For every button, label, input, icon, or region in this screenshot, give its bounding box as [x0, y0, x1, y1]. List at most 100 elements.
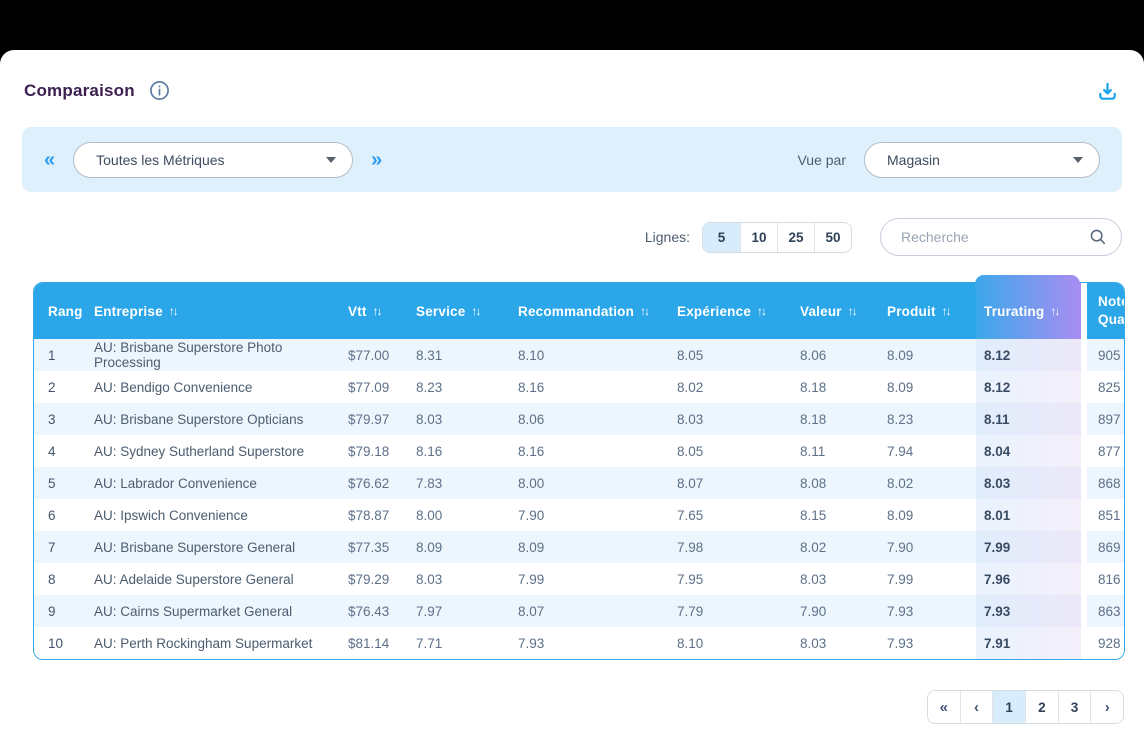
column-gap-strip: [1081, 627, 1087, 659]
column-header-service[interactable]: Service ↑↓: [416, 283, 518, 339]
cell-service: 8.31: [416, 347, 443, 363]
cell-entreprise: AU: Labrador Convenience: [94, 475, 257, 491]
sort-icon[interactable]: ↑↓: [471, 304, 481, 318]
pagination-next[interactable]: ›: [1090, 691, 1123, 723]
column-header-vtt[interactable]: Vtt ↑↓: [348, 283, 416, 339]
column-header-note: Note Qua: [1087, 283, 1125, 339]
cell-valeur: 8.11: [800, 443, 826, 459]
column-header-produit[interactable]: Produit ↑↓: [887, 283, 976, 339]
column-label: Recommandation: [518, 303, 635, 319]
cell-recommandation: 8.06: [518, 411, 545, 427]
cell-valeur: 8.03: [800, 571, 827, 587]
cell-rang: 3: [48, 411, 56, 427]
cell-vtt: $79.18: [348, 443, 390, 459]
cell-recommandation: 7.99: [518, 571, 545, 587]
column-gap-strip: [1081, 339, 1087, 371]
cell-entreprise: AU: Brisbane Superstore Photo Processing: [94, 340, 283, 370]
cell-valeur: 8.03: [800, 635, 827, 651]
rows-option-10[interactable]: 10: [740, 222, 777, 252]
collapse-metrics-chevrons-icon[interactable]: «: [44, 148, 56, 171]
column-header-valeur[interactable]: Valeur ↑↓: [800, 283, 887, 339]
cell-note: 928: [1098, 635, 1121, 651]
cell-produit: 8.02: [887, 475, 914, 491]
cell-trurating: 8.04: [976, 435, 1081, 467]
cell-service: 7.71: [416, 635, 443, 651]
cell-recommandation: 8.09: [518, 539, 545, 555]
cell-service: 7.97: [416, 603, 443, 619]
cell-valeur: 8.02: [800, 539, 827, 555]
cell-valeur: 8.08: [800, 475, 827, 491]
cell-produit: 7.94: [887, 443, 914, 459]
search-icon[interactable]: [1089, 228, 1107, 246]
column-label: Service: [416, 303, 466, 319]
column-label: Entreprise: [94, 303, 163, 319]
cell-vtt: $76.62: [348, 475, 390, 491]
pagination: «‹ 1 2 3 ›: [927, 690, 1124, 724]
table-row: 6 AU: Ipswich Convenience $78.87 8.00 7.90 7.…: [34, 499, 1124, 531]
expand-metrics-chevrons-icon[interactable]: »: [371, 148, 383, 171]
table-controls: Lignes: 5 10 25 50: [645, 218, 1122, 256]
cell-rang: 7: [48, 539, 56, 555]
cell-vtt: $77.09: [348, 379, 390, 395]
pagination-page-3[interactable]: 3: [1057, 691, 1091, 723]
cell-experience: 7.65: [677, 507, 704, 523]
cell-rang: 5: [48, 475, 56, 491]
metric-dropdown[interactable]: Toutes les Métriques: [73, 141, 354, 178]
info-icon[interactable]: [149, 80, 170, 101]
cell-rang: 8: [48, 571, 56, 587]
sort-icon[interactable]: ↑↓: [847, 304, 858, 318]
table-row: 1 AU: Brisbane Superstore Photo Processin…: [34, 339, 1124, 371]
table-row: 7 AU: Brisbane Superstore General $77.35 8.…: [34, 531, 1124, 563]
cell-recommandation: 8.00: [518, 475, 545, 491]
column-gap-strip: [1081, 403, 1087, 435]
cell-entreprise: AU: Cairns Supermarket General: [94, 603, 293, 619]
cell-trurating: 8.12: [976, 339, 1081, 371]
pagination-prev[interactable]: ‹: [959, 691, 993, 723]
pagination-page-1[interactable]: 1: [992, 691, 1026, 723]
cell-valeur: 8.18: [800, 379, 827, 395]
cell-recommandation: 8.10: [518, 347, 545, 363]
pagination-page-2[interactable]: 2: [1025, 691, 1058, 723]
cell-service: 8.09: [416, 539, 443, 555]
sort-icon[interactable]: ↑↓: [757, 304, 767, 318]
column-header-recommandation[interactable]: Recommandation ↑↓: [518, 283, 677, 339]
cell-produit: 7.93: [887, 635, 914, 651]
cell-entreprise: AU: Brisbane Superstore General: [94, 539, 296, 555]
cell-trurating: 8.12: [976, 371, 1081, 403]
rows-option-25[interactable]: 25: [777, 222, 814, 252]
column-label: Note Qua: [1098, 294, 1125, 327]
table-body-container: Rang Entreprise ↑↓ Vtt ↑↓ Service ↑↓ Recommanda…: [33, 282, 1125, 660]
download-icon[interactable]: [1094, 78, 1120, 104]
view-by-dropdown[interactable]: Magasin: [864, 141, 1100, 178]
rows-option-5[interactable]: 5: [703, 222, 740, 252]
cell-experience: 8.05: [677, 443, 704, 459]
cell-rang: 1: [48, 347, 56, 363]
column-header-trurating[interactable]: Trurating ↑↓: [976, 283, 1081, 339]
cell-valeur: 8.15: [800, 507, 827, 523]
rows-option-50[interactable]: 50: [814, 222, 851, 252]
column-header-experience[interactable]: Expérience ↑↓: [677, 283, 800, 339]
filter-bar: « Toutes les Métriques » Vue par Magasin: [22, 127, 1122, 192]
sort-icon[interactable]: ↑↓: [1050, 304, 1060, 318]
cell-note: 816: [1098, 571, 1121, 587]
column-label: Valeur: [800, 303, 842, 319]
metric-dropdown-value: Toutes les Métriques: [96, 151, 225, 168]
cell-experience: 8.03: [677, 411, 704, 427]
search-input[interactable]: [901, 229, 1089, 245]
cell-entreprise: AU: Sydney Sutherland Superstore: [94, 443, 305, 459]
cell-valeur: 8.18: [800, 411, 827, 427]
column-label: Trurating: [984, 303, 1045, 319]
sort-icon[interactable]: ↑↓: [640, 304, 650, 318]
sort-icon[interactable]: ↑↓: [941, 304, 952, 318]
sort-icon[interactable]: ↑↓: [168, 304, 179, 318]
cell-rang: 9: [48, 603, 56, 619]
column-header-entreprise[interactable]: Entreprise ↑↓: [94, 283, 348, 339]
caret-down-icon: [326, 156, 337, 163]
cell-service: 8.16: [416, 443, 443, 459]
cell-experience: 7.79: [677, 603, 704, 619]
cell-rang: 4: [48, 443, 56, 459]
cell-note: 905: [1098, 347, 1121, 363]
column-label: Rang: [48, 303, 83, 319]
pagination-first[interactable]: «: [928, 691, 960, 723]
sort-icon[interactable]: ↑↓: [372, 304, 383, 318]
